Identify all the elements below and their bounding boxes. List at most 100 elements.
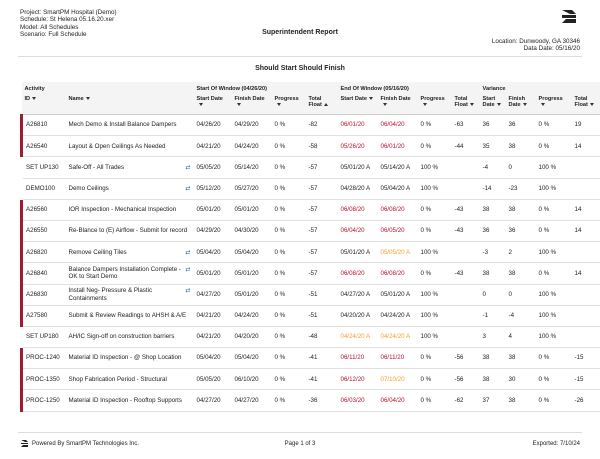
cell-text: Submit & Review Readings to AHSH & A/E (68, 312, 187, 320)
cell-text: 14 (574, 206, 582, 214)
activity-id: SET UP180 (21, 326, 66, 349)
table-cell: 05/04/20 A (377, 178, 418, 200)
table-cell: 04/27/20 (231, 389, 272, 412)
cell-text: 05/14/20 A (380, 163, 411, 171)
table-cell: 05/01/20 (231, 284, 272, 306)
table-cell: -41 (305, 368, 338, 391)
cell-text: 04/21/20 (196, 333, 221, 341)
column-header: Progress (417, 94, 452, 115)
cell-text: DEMO100 (26, 184, 55, 192)
activity-id: SET UP130 (21, 156, 66, 179)
column-label: Start Date (340, 96, 367, 102)
table-cell: 0 % (271, 220, 306, 243)
cell-text: 100 % (420, 248, 439, 256)
column-label: Finish (508, 96, 526, 102)
cell-text: 04/29/20 (234, 121, 259, 129)
activity-id: PROC-1250 (20, 389, 66, 412)
table-cell: 05/04/20 (231, 347, 272, 370)
table-cell: 0 % (271, 241, 306, 264)
table-cell: 100 % (417, 178, 452, 200)
cell-text: 05/01/20 (234, 206, 259, 214)
table-row: SET UP130 ⇄ Safe-Off - All Trades 05/05/20 0… (21, 156, 600, 179)
table-cell: 05/04/20 (193, 241, 232, 264)
column-header: Progress (535, 94, 572, 115)
cell-text: 0 % (274, 396, 286, 404)
cell-text: -82 (308, 121, 318, 129)
cell-text: A27580 (26, 312, 48, 320)
cell-text: 100 % (420, 163, 439, 171)
table-cell: 04/28/20 A (337, 178, 378, 200)
table-cell: 04/24/20 (231, 305, 272, 327)
cell-text: 0 % (274, 269, 286, 277)
table-row: PROC-1240 Material ID Inspection - @ Shop… (20, 347, 600, 370)
cell-text: 36 (508, 227, 516, 235)
table-row: PROC-1250 Material ID Inspection - Roofto… (20, 389, 600, 412)
cell-text: -44 (454, 142, 464, 150)
cell-text: 05/04/20 (196, 354, 221, 362)
cell-text: 06/10/20 (234, 375, 259, 383)
cell-text: -57 (308, 163, 318, 171)
cell-text: 05/01/20 A (340, 163, 371, 171)
table-cell: 38 (479, 262, 506, 285)
cell-text: -41 (308, 375, 318, 383)
table-cell: 30 (505, 368, 536, 391)
cell-text: 04/24/20 A (380, 333, 411, 341)
project: Project: SmartPM Hospital (Demo) (20, 9, 117, 16)
cell-text: 38 (482, 269, 490, 277)
column-label-sub: Date (508, 102, 521, 108)
cell-text: 04/24/20 (234, 312, 259, 320)
activity-id: DEMO100 (21, 178, 66, 200)
cell-text: 04/27/20 (196, 290, 221, 298)
table-cell: 06/08/20 (377, 199, 418, 221)
table-cell: -57 (305, 220, 338, 243)
cell-text: 4 (508, 333, 512, 341)
table-cell: -57 (305, 199, 338, 221)
cell-text: 0 % (274, 227, 286, 235)
column-label: Total Float (308, 96, 322, 108)
table-cell: ⇄ Install Neg- Pressure & Plastic Contain… (65, 284, 194, 306)
table-cell: 04/21/20 (193, 135, 232, 158)
table-cell: 38 (479, 368, 506, 391)
cell-text: -4 (508, 312, 515, 320)
activity-id: PROC-1350 (20, 368, 66, 391)
table-cell: 38 (505, 262, 536, 285)
cell-text: 06/04/20 (380, 396, 405, 404)
table-cell: -15 (571, 347, 600, 370)
cell-text: 04/30/20 (234, 227, 259, 235)
cell-text: 100 % (538, 184, 557, 192)
cell-text: 38 (482, 375, 490, 383)
cell-text: 38 (508, 354, 516, 362)
column-header-row: ID Name Start Date Finish Date Progress Total… (21, 94, 600, 115)
table-cell: -56 (451, 368, 480, 391)
divider (18, 56, 582, 57)
table-row: A26550 Re-Blance to (E) Airflow - Submit … (20, 220, 600, 243)
table-cell (451, 241, 480, 264)
cell-text: -1 (482, 312, 489, 320)
table-cell: -1 (479, 305, 506, 327)
cell-text: A26840 (26, 269, 48, 277)
table-row: A26540 Layout & Open Ceilings As Needed 04… (20, 135, 600, 158)
cell-text: 05/05/20 (196, 375, 221, 383)
table-cell: 14 (571, 135, 600, 158)
table-cell: 04/20/20 (231, 326, 272, 349)
table-cell: 0 % (271, 347, 306, 370)
table-cell: 14 (571, 199, 600, 221)
cell-text: SET UP180 (26, 333, 59, 341)
table-cell: 38 (505, 347, 536, 370)
table-cell: 38 (505, 135, 536, 158)
cell-text: A26830 (26, 290, 48, 298)
table-row: SET UP180 AH/IC Sign-off on construction … (21, 326, 600, 349)
table-cell: 0 % (271, 305, 306, 327)
cell-text: -57 (308, 227, 318, 235)
table-cell: -15 (571, 368, 600, 391)
table-cell: Material ID Inspection - @ Shop Location (65, 347, 194, 370)
divider (18, 432, 582, 433)
cell-text: -43 (454, 269, 464, 277)
table-cell: 05/05/20 (193, 156, 232, 179)
activity-id: A27580 (20, 305, 66, 327)
column-header: Start Date (337, 94, 378, 115)
cell-text: -51 (308, 312, 318, 320)
table-row: A27580 Submit & Review Readings to AHSH &… (20, 305, 600, 327)
cell-text: PROC-1350 (26, 375, 60, 383)
cell-text: 05/26/20 (340, 142, 365, 150)
